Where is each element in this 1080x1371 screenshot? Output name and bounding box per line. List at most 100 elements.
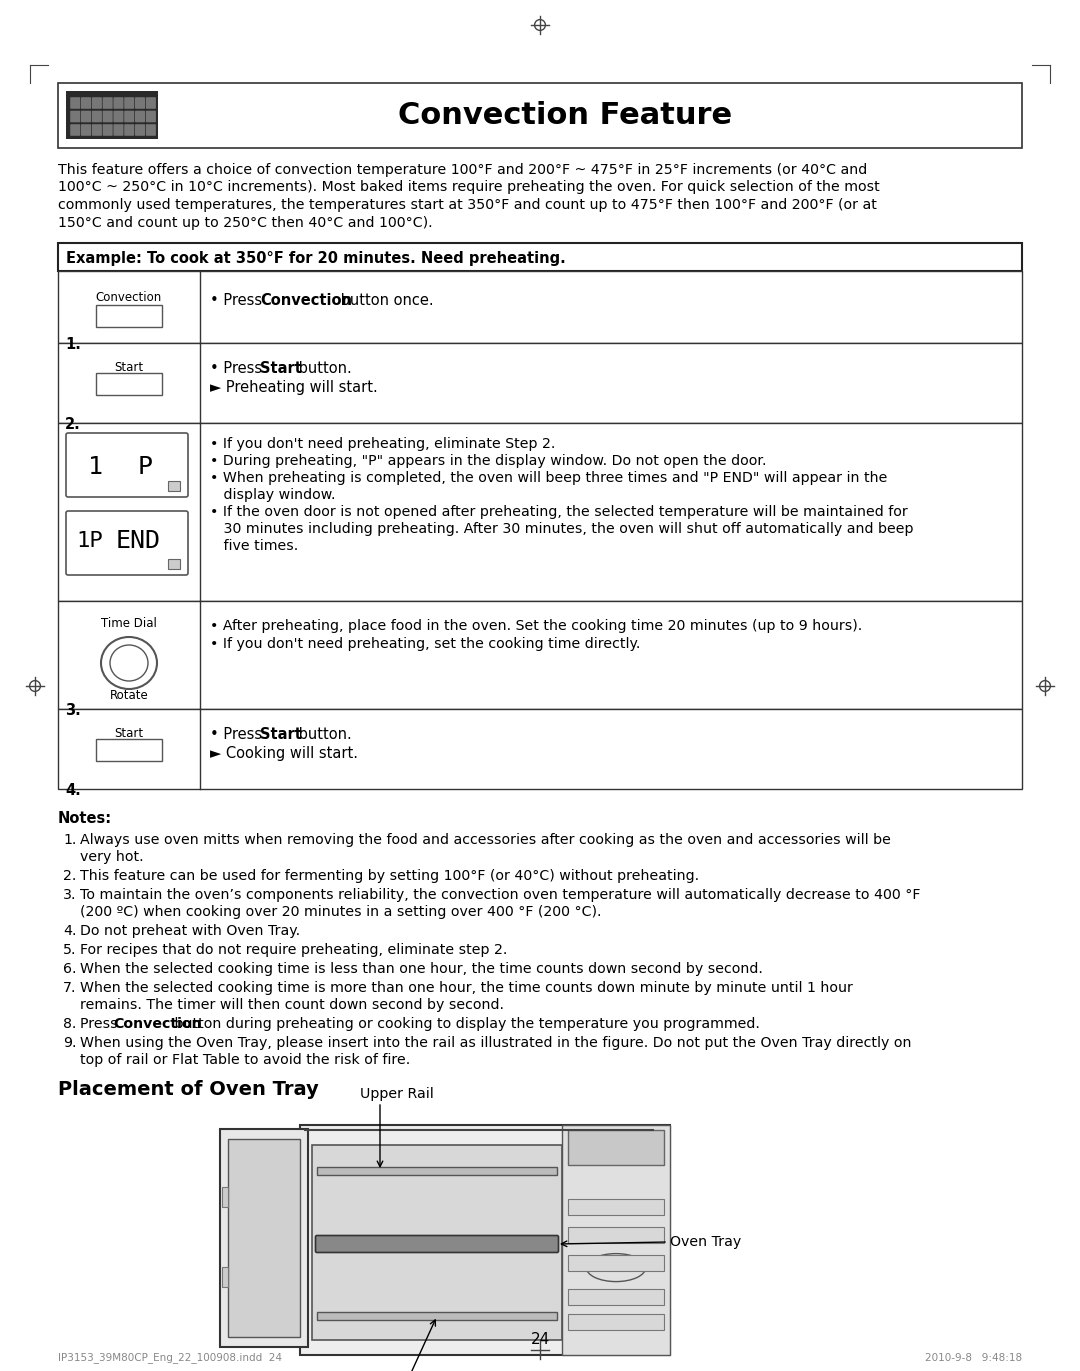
Text: commonly used temperatures, the temperatures start at 350°F and count up to 475°: commonly used temperatures, the temperat… <box>58 197 877 213</box>
Text: Upper Rail: Upper Rail <box>360 1087 434 1101</box>
Text: • If you don't need preheating, eliminate Step 2.: • If you don't need preheating, eliminat… <box>210 437 555 451</box>
Text: 100°C ~ 250°C in 10°C increments). Most baked items require preheating the oven.: 100°C ~ 250°C in 10°C increments). Most … <box>58 181 880 195</box>
Bar <box>96 373 162 395</box>
FancyBboxPatch shape <box>113 111 123 122</box>
Text: 6.: 6. <box>63 962 77 976</box>
FancyBboxPatch shape <box>113 97 123 108</box>
Text: • If the oven door is not opened after preheating, the selected temperature will: • If the oven door is not opened after p… <box>210 505 908 520</box>
Text: Always use oven mitts when removing the food and accessories after cooking as th: Always use oven mitts when removing the … <box>80 834 891 847</box>
FancyBboxPatch shape <box>146 97 156 108</box>
Text: IP3153_39M80CP_Eng_22_100908.indd  24: IP3153_39M80CP_Eng_22_100908.indd 24 <box>58 1353 282 1363</box>
Text: 2010-9-8   9:48:18: 2010-9-8 9:48:18 <box>924 1353 1022 1363</box>
Text: button once.: button once. <box>336 293 434 308</box>
FancyBboxPatch shape <box>92 125 102 136</box>
Text: • When preheating is completed, the oven will beep three times and "P END" will : • When preheating is completed, the oven… <box>210 472 888 485</box>
Text: 150°C and count up to 250°C then 40°C and 100°C).: 150°C and count up to 250°C then 40°C an… <box>58 215 433 229</box>
FancyBboxPatch shape <box>81 97 91 108</box>
Text: 24: 24 <box>530 1333 550 1348</box>
FancyBboxPatch shape <box>135 97 145 108</box>
FancyBboxPatch shape <box>92 111 102 122</box>
Text: 5.: 5. <box>63 943 77 957</box>
Text: To maintain the oven’s components reliability, the convection oven temperature w: To maintain the oven’s components reliab… <box>80 888 920 902</box>
Text: 7.: 7. <box>63 982 77 995</box>
Text: 2.: 2. <box>63 869 77 883</box>
Text: top of rail or Flat Table to avoid the risk of fire.: top of rail or Flat Table to avoid the r… <box>80 1053 410 1067</box>
Bar <box>58 271 1022 343</box>
Bar <box>312 1145 562 1339</box>
Text: 9.: 9. <box>63 1036 77 1050</box>
FancyBboxPatch shape <box>81 111 91 122</box>
FancyBboxPatch shape <box>135 111 145 122</box>
Bar <box>300 1126 670 1355</box>
FancyBboxPatch shape <box>146 125 156 136</box>
FancyBboxPatch shape <box>124 111 134 122</box>
Text: Example: To cook at 350°F for 20 minutes. Need preheating.: Example: To cook at 350°F for 20 minutes… <box>66 251 566 266</box>
Bar <box>222 1187 228 1206</box>
Text: 1: 1 <box>87 455 103 478</box>
FancyBboxPatch shape <box>103 97 112 108</box>
Text: 4.: 4. <box>63 924 77 938</box>
Bar <box>568 1130 664 1165</box>
FancyBboxPatch shape <box>70 97 80 108</box>
Bar <box>568 1254 664 1271</box>
Text: (200 ºC) when cooking over 20 minutes in a setting over 400 °F (200 °C).: (200 ºC) when cooking over 20 minutes in… <box>80 905 602 919</box>
Text: END: END <box>116 529 161 553</box>
Bar <box>96 739 162 761</box>
Text: button.: button. <box>294 727 352 742</box>
Text: • During preheating, "P" appears in the display window. Do not open the door.: • During preheating, "P" appears in the … <box>210 454 767 468</box>
Bar <box>58 243 1022 271</box>
FancyBboxPatch shape <box>66 433 188 498</box>
FancyBboxPatch shape <box>315 1235 558 1253</box>
Bar <box>318 1312 557 1320</box>
FancyBboxPatch shape <box>135 125 145 136</box>
Text: Do not preheat with Oven Tray.: Do not preheat with Oven Tray. <box>80 924 300 938</box>
Text: display window.: display window. <box>210 488 336 502</box>
Bar <box>96 304 162 328</box>
Bar <box>568 1227 664 1243</box>
Bar <box>168 481 180 491</box>
Text: Convection: Convection <box>113 1017 202 1031</box>
Text: 4.: 4. <box>65 783 81 798</box>
Text: remains. The timer will then count down second by second.: remains. The timer will then count down … <box>80 998 504 1012</box>
Text: Oven Tray: Oven Tray <box>670 1235 741 1249</box>
FancyBboxPatch shape <box>92 97 102 108</box>
FancyBboxPatch shape <box>124 125 134 136</box>
Text: Placement of Oven Tray: Placement of Oven Tray <box>58 1080 319 1100</box>
Bar <box>58 600 1022 709</box>
Bar <box>568 1313 664 1330</box>
Text: When the selected cooking time is more than one hour, the time counts down minut: When the selected cooking time is more t… <box>80 982 853 995</box>
Text: ► Cooking will start.: ► Cooking will start. <box>210 746 357 761</box>
Text: Press: Press <box>80 1017 122 1031</box>
Text: • After preheating, place food in the oven. Set the cooking time 20 minutes (up : • After preheating, place food in the ov… <box>210 618 862 633</box>
Bar <box>58 84 1022 148</box>
Text: This feature can be used for fermenting by setting 100°F (or 40°C) without prehe: This feature can be used for fermenting … <box>80 869 699 883</box>
Text: button.: button. <box>294 361 352 376</box>
Text: Rotate: Rotate <box>110 690 148 702</box>
Text: This feature offers a choice of convection temperature 100°F and 200°F ~ 475°F i: This feature offers a choice of convecti… <box>58 163 867 177</box>
Text: Start: Start <box>260 361 302 376</box>
Text: 3.: 3. <box>63 888 77 902</box>
Text: 1.: 1. <box>63 834 77 847</box>
Text: For recipes that do not require preheating, eliminate step 2.: For recipes that do not require preheati… <box>80 943 508 957</box>
Text: Start: Start <box>114 361 144 374</box>
Text: Start: Start <box>114 727 144 740</box>
Bar <box>220 1128 308 1346</box>
Bar <box>66 90 158 138</box>
Text: • If you don't need preheating, set the cooking time directly.: • If you don't need preheating, set the … <box>210 638 640 651</box>
Text: very hot.: very hot. <box>80 850 144 864</box>
Text: 1P: 1P <box>76 531 103 551</box>
Bar <box>318 1167 557 1175</box>
Text: five times.: five times. <box>210 539 298 553</box>
Text: button during preheating or cooking to display the temperature you programmed.: button during preheating or cooking to d… <box>170 1017 760 1031</box>
Bar <box>568 1289 664 1305</box>
Text: • Press: • Press <box>210 293 267 308</box>
Bar <box>222 1267 228 1287</box>
Text: Notes:: Notes: <box>58 812 112 825</box>
FancyBboxPatch shape <box>66 511 188 574</box>
Text: When using the Oven Tray, please insert into the rail as illustrated in the figu: When using the Oven Tray, please insert … <box>80 1036 912 1050</box>
Text: 1.: 1. <box>65 337 81 352</box>
Text: P: P <box>138 455 153 478</box>
FancyBboxPatch shape <box>146 111 156 122</box>
Text: Convection: Convection <box>96 291 162 304</box>
Text: • Press: • Press <box>210 361 267 376</box>
